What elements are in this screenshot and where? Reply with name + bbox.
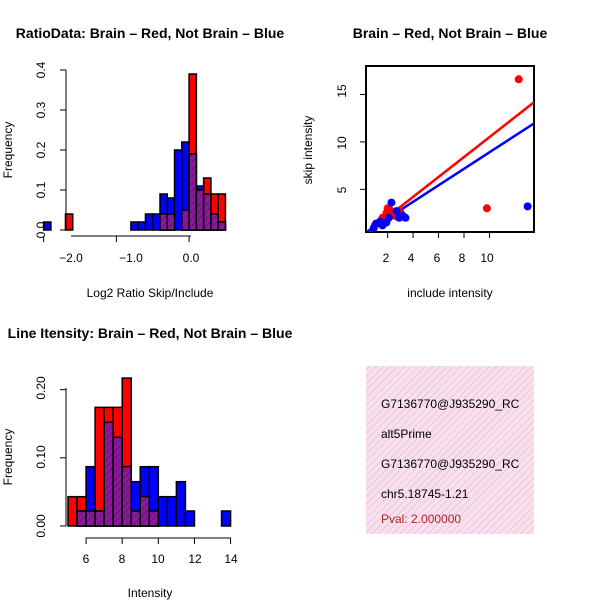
overlap-bar <box>202 193 212 231</box>
info-line: G7136770@J935290_RC <box>381 457 520 471</box>
not-brain-point <box>523 202 532 211</box>
intensity-ticks <box>60 389 232 544</box>
not-brain-bar <box>130 221 139 231</box>
overlap-bar <box>181 209 190 231</box>
ratio-title: RatioData: Brain – Red, Not Brain – Blue <box>16 25 285 41</box>
not-brain-bar <box>175 480 187 527</box>
info-line: chr5.18745-1.21 <box>381 487 469 501</box>
not-brain-point <box>387 198 396 207</box>
brain-bar <box>67 495 78 527</box>
ratio-ytick-label: 0.0 <box>34 221 48 238</box>
not-brain-bar <box>166 495 178 527</box>
intensity-xtick-label: 8 <box>119 552 126 566</box>
ratio-bars <box>42 73 227 231</box>
overlap-bar <box>103 421 114 527</box>
ratio-xtick-label: 0.0 <box>183 251 200 265</box>
intensity-histogram: Line Itensity: Brain – Red, Not Brain – … <box>1 325 293 600</box>
not-brain-bar <box>157 495 169 527</box>
intensity-ylabel: Frequency <box>1 429 15 486</box>
ratio-ticks <box>43 69 190 242</box>
brain-point <box>386 206 395 215</box>
ratio-xtick-label: −1.0 <box>119 251 143 265</box>
intensity-bars <box>67 377 232 527</box>
scatter-xtick-label: 4 <box>408 251 415 265</box>
intensity-scatter: Brain – Red, Not Brain – Blue 2 4 6 8 10… <box>301 25 547 300</box>
overlap-bar <box>76 510 87 527</box>
not-brain-point <box>392 207 401 216</box>
scatter-ytick-label: 5 <box>335 186 349 193</box>
intensity-xlabel: Intensity <box>128 586 173 600</box>
overlap-bar <box>85 510 96 527</box>
ratio-ytick-label: 0.4 <box>34 61 48 78</box>
overlap-bar <box>210 213 219 231</box>
scatter-points <box>369 75 532 232</box>
ratio-ytick-label: 0.3 <box>34 101 48 118</box>
scatter-title: Brain – Red, Not Brain – Blue <box>353 25 548 41</box>
not-brain-point <box>401 213 410 222</box>
intensity-xtick-label: 6 <box>83 552 90 566</box>
info-line: alt5Prime <box>381 427 432 441</box>
brain-bar <box>64 213 74 231</box>
not-brain-bar <box>137 221 147 231</box>
info-panel-background <box>366 366 534 534</box>
scatter-ytick-label: 15 <box>335 84 349 98</box>
ratio-ylabel: Frequency <box>1 122 15 179</box>
ratio-ytick-label: 0.2 <box>34 141 48 158</box>
info-panel: G7136770@J935290_RC alt5Prime G7136770@J… <box>366 366 534 534</box>
scatter-xtick-label: 2 <box>383 251 390 265</box>
overlap-bar <box>166 213 176 231</box>
ratio-xlabel: Log2 Ratio Skip/Include <box>87 286 214 300</box>
scatter-xtick-label: 6 <box>434 251 441 265</box>
overlap-bar <box>121 465 132 527</box>
ratio-ytick-label: 0.1 <box>34 181 48 198</box>
scatter-ytick-label: 10 <box>335 136 349 150</box>
not-brain-bar <box>184 510 196 527</box>
intensity-xtick-label: 10 <box>151 552 165 566</box>
intensity-ytick-label: 0.00 <box>34 514 48 538</box>
intensity-xtick-label: 14 <box>224 552 238 566</box>
overlap-bar <box>112 436 123 527</box>
scatter-xtick-label: 10 <box>480 251 494 265</box>
pval-text: Pval: 2.000000 <box>381 512 461 526</box>
info-line: G7136770@J935290_RC <box>381 397 520 411</box>
brain-point <box>482 204 491 213</box>
brain-bar <box>94 406 105 527</box>
scatter-ticks <box>360 93 490 238</box>
intensity-ytick-label: 0.20 <box>34 376 48 400</box>
overlap-bar <box>188 153 198 231</box>
scatter-xlabel: include intensity <box>407 286 492 300</box>
not-brain-bar <box>42 221 52 231</box>
intensity-title: Line Itensity: Brain – Red, Not Brain – … <box>8 325 293 341</box>
overlap-bar <box>94 510 105 527</box>
overlap-bar <box>148 510 160 527</box>
scatter-xtick-label: 8 <box>459 251 466 265</box>
ratio-histogram: RatioData: Brain – Red, Not Brain – Blue… <box>1 25 284 300</box>
intensity-xtick-label: 12 <box>188 552 202 566</box>
intensity-ytick-label: 0.10 <box>34 445 48 469</box>
not-brain-bar <box>173 149 183 231</box>
overlap-bar <box>195 189 205 231</box>
overlap-bar <box>139 495 151 527</box>
not-brain-point <box>384 213 393 222</box>
not-brain-bar <box>220 510 232 527</box>
overlap-bar <box>217 221 227 231</box>
scatter-ylabel: skip intensity <box>301 116 315 185</box>
overlap-bar <box>159 213 169 231</box>
not-brain-bar <box>151 213 161 231</box>
ratio-xtick-label: −2.0 <box>59 251 83 265</box>
overlap-bar <box>130 510 142 527</box>
brain-point <box>514 75 523 84</box>
not-brain-bar <box>144 213 154 231</box>
